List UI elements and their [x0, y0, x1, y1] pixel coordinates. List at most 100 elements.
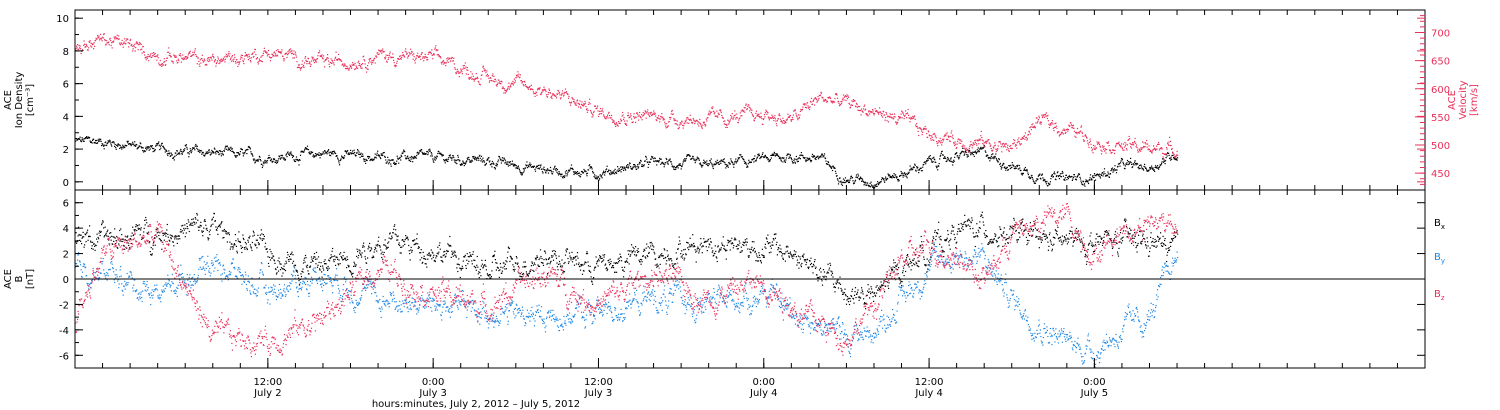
data-point [873, 179, 875, 181]
data-point [790, 155, 792, 157]
data-point [598, 265, 600, 267]
x-tick-label: 12:00 [253, 377, 282, 388]
y-tick-label: 2 [63, 250, 69, 261]
y-tick-label: 6 [63, 80, 69, 91]
data-point [322, 265, 324, 267]
data-point [708, 165, 710, 167]
legend-label: B [1434, 252, 1441, 263]
data-point [708, 119, 710, 121]
data-point [1038, 240, 1040, 242]
data-point [983, 141, 985, 143]
data-point [212, 259, 214, 261]
y2-axis-label: ACE [1447, 90, 1458, 110]
data-point [432, 57, 434, 59]
data-point [1066, 127, 1068, 129]
data-point [653, 161, 655, 163]
legend-subscript: y [1441, 257, 1445, 265]
data-point [542, 316, 544, 318]
data-point [653, 297, 655, 299]
data-point [873, 329, 875, 331]
data-point [1093, 253, 1095, 255]
data-point [157, 234, 159, 236]
x-tick-date: July 2 [253, 388, 282, 399]
y-tick-label: 0 [63, 178, 69, 189]
data-point [653, 272, 655, 274]
data-point [432, 291, 434, 293]
y-tick-label: -6 [59, 351, 69, 362]
data-point [901, 259, 903, 261]
data-point [956, 230, 958, 232]
data-point [1149, 166, 1151, 168]
data-point [598, 171, 600, 173]
y-tick-label: 8 [63, 47, 69, 58]
data-point [1093, 138, 1095, 140]
data-point [487, 303, 489, 305]
data-point [763, 158, 765, 160]
top-panel [74, 9, 1426, 191]
legend-subscript: z [1441, 294, 1445, 302]
x-tick-date: July 5 [1080, 388, 1109, 399]
data-point [267, 291, 269, 293]
y-tick-label: 6 [63, 199, 69, 210]
data-point [818, 156, 820, 158]
data-point [983, 227, 985, 229]
data-point [818, 323, 820, 325]
data-point [1121, 144, 1123, 146]
data-point [708, 240, 710, 242]
data-point [322, 62, 324, 64]
data-point [322, 151, 324, 153]
data-point [102, 272, 104, 274]
data-point [1121, 329, 1123, 331]
data-point [157, 291, 159, 293]
data-point [1038, 323, 1040, 325]
x-tick-date: July 3 [418, 388, 447, 399]
data-point [322, 272, 324, 274]
data-point [1176, 147, 1178, 149]
data-point [377, 54, 379, 56]
data-point [901, 265, 903, 267]
data-point [1011, 165, 1013, 167]
data-point [1093, 176, 1095, 178]
data-point [377, 156, 379, 158]
data-point [790, 119, 792, 121]
data-point [873, 297, 875, 299]
data-point [928, 133, 930, 135]
data-point [1066, 342, 1068, 344]
y-axis-label: Ion Density [14, 72, 25, 129]
data-point [212, 227, 214, 229]
data-point [157, 54, 159, 56]
legend-label: B [1434, 218, 1441, 229]
data-point [708, 303, 710, 305]
data-point [377, 265, 379, 267]
legend-bx: Bx [1434, 218, 1445, 231]
data-point [983, 151, 985, 153]
data-point [873, 110, 875, 112]
x-tick-label: 12:00 [584, 377, 613, 388]
data-point [598, 110, 600, 112]
data-point [212, 151, 214, 153]
x-tick-date: July 4 [914, 388, 943, 399]
data-point [956, 253, 958, 255]
data-point [1066, 178, 1068, 180]
data-point [818, 272, 820, 274]
data-point [487, 272, 489, 274]
data-point [983, 259, 985, 261]
data-point [487, 160, 489, 162]
y-tick-label: 2 [63, 145, 69, 156]
data-point [1011, 147, 1013, 149]
data-point [1038, 221, 1040, 223]
data-point [1149, 240, 1151, 242]
data-point [1011, 234, 1013, 236]
legend-by: By [1434, 252, 1445, 265]
data-point [212, 335, 214, 337]
data-point [901, 297, 903, 299]
data-point [1121, 165, 1123, 167]
data-point [790, 303, 792, 305]
data-point [267, 339, 269, 341]
data-point [928, 161, 930, 163]
data-point [102, 253, 104, 255]
data-point [1011, 297, 1013, 299]
data-point [377, 297, 379, 299]
